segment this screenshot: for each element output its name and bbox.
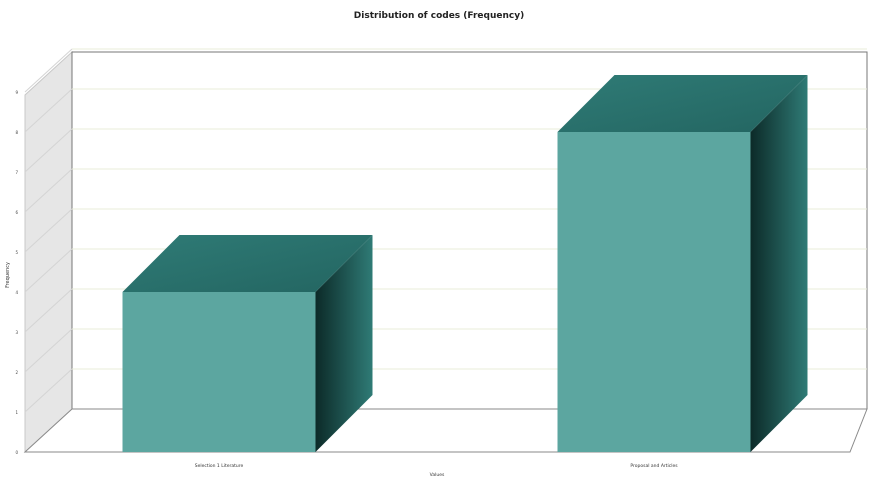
side-gridline-7: [24, 128, 73, 173]
bar-side-0: [315, 235, 373, 452]
bar-side-1: [750, 75, 808, 452]
y-tick-label-0: 0: [15, 450, 18, 455]
x-axis-label: Values: [430, 472, 445, 477]
y-tick-label-2: 2: [15, 370, 18, 375]
y-tick-label-7: 7: [15, 170, 18, 175]
y-tick-label-8: 8: [15, 130, 18, 135]
side-gridline-6: [24, 168, 73, 213]
bar-top-0: [122, 235, 373, 292]
y-axis-label: Frequency: [5, 262, 11, 288]
side-gridline-8: [24, 88, 73, 133]
side-gridline-3: [24, 288, 73, 333]
side-gridline-1: [24, 368, 73, 413]
chart-title: Distribution of codes (Frequency): [353, 11, 525, 21]
y-tick-label-1: 1: [15, 410, 18, 415]
left-wall: [24, 50, 73, 454]
x-tick-label-1: Proposal and Articles: [630, 463, 678, 469]
y-tick-label-5: 5: [15, 250, 18, 255]
side-gridline-2: [24, 328, 73, 373]
bar-0: [122, 292, 316, 452]
x-tick-label-0: Selection 1 Literature: [195, 463, 244, 469]
side-gridline-9: [24, 48, 73, 93]
y-tick-label-6: 6: [15, 210, 18, 215]
y-tick-label-3: 3: [15, 330, 18, 335]
side-gridline-5: [24, 208, 73, 253]
y-tick-label-4: 4: [15, 290, 18, 295]
y-tick-label-9: 9: [15, 90, 18, 95]
side-gridline-4: [24, 248, 73, 293]
bar-top-1: [557, 75, 808, 132]
bar-1: [557, 132, 751, 452]
